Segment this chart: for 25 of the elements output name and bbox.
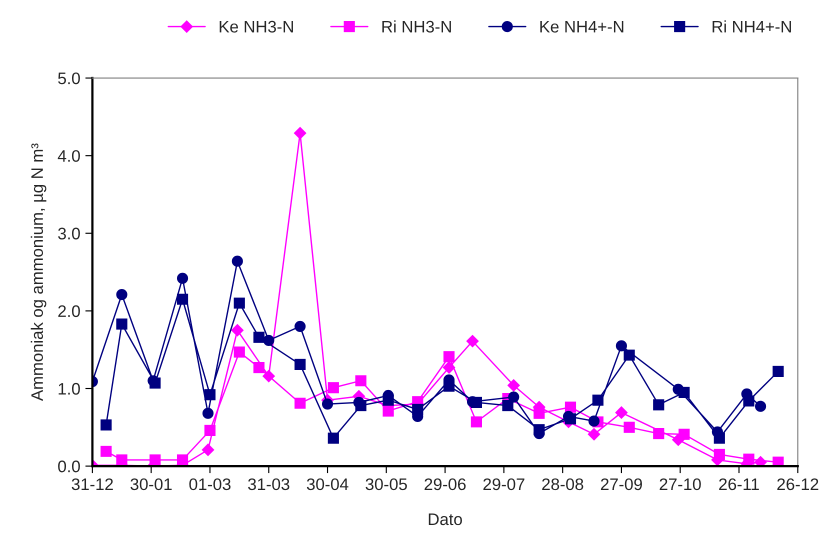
x-tick-label: 30-05 bbox=[366, 478, 407, 490]
x-tick-label: 26-11 bbox=[719, 478, 759, 490]
x-tick-label: 31-03 bbox=[248, 478, 290, 490]
x-tick-label: 27-09 bbox=[600, 478, 642, 490]
y-tick-label: 5.0 bbox=[58, 72, 80, 84]
x-tick-label: 28-08 bbox=[542, 478, 584, 490]
legend-label: Ri NH3-N bbox=[382, 20, 451, 33]
x-axis-title: Dato bbox=[428, 514, 462, 526]
x-tick-label: 30-04 bbox=[306, 478, 348, 490]
y-tick-label: 1.0 bbox=[58, 382, 80, 395]
y-tick-label: 0.0 bbox=[58, 460, 80, 472]
legend-label: Ke NH4+-N bbox=[540, 20, 624, 33]
x-tick-label: 31-12 bbox=[72, 478, 113, 490]
y-tick-label: 2.0 bbox=[58, 305, 80, 318]
legend-label: Ri NH4+-N bbox=[712, 20, 791, 32]
x-tick-label: 29-06 bbox=[424, 478, 466, 490]
x-tick-label: 01-03 bbox=[189, 478, 231, 490]
x-tick-label: 30-01 bbox=[130, 478, 172, 490]
y-tick-label: 3.0 bbox=[58, 228, 80, 240]
x-tick-label: 26-12 bbox=[777, 478, 818, 490]
legend-label: Ke NH3-N bbox=[220, 20, 293, 33]
y-tick-label: 4.0 bbox=[58, 150, 80, 162]
x-tick-label: 29-07 bbox=[483, 478, 524, 490]
y-axis-title: Ammoniak og ammonium, µg N m³ bbox=[30, 143, 46, 401]
x-tick-label: 27-10 bbox=[660, 478, 701, 490]
